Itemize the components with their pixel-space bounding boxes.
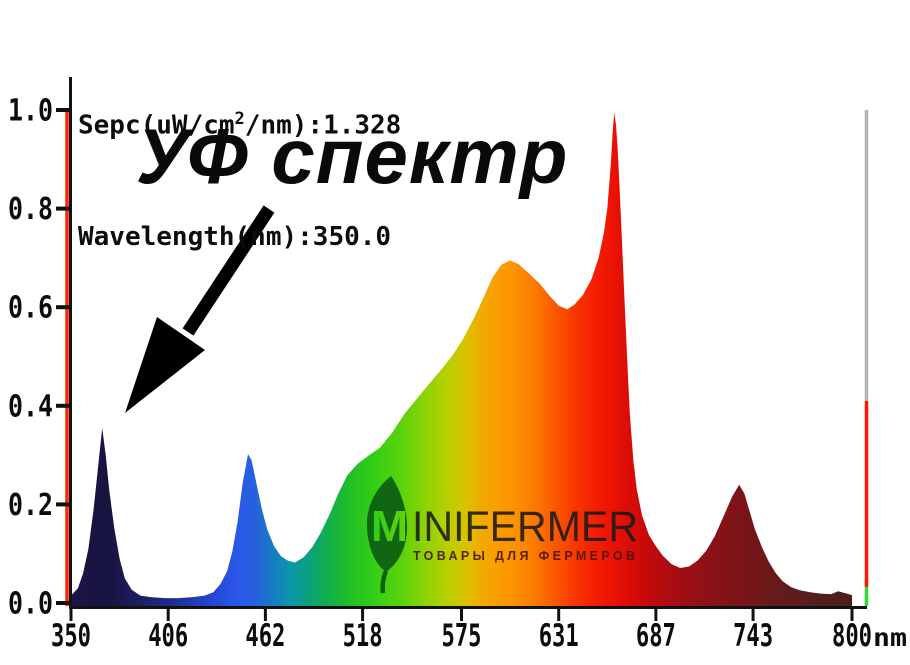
y-tick-label: 1.0	[8, 94, 53, 129]
x-tick-label: 462	[245, 618, 285, 654]
x-tick-label: 631	[539, 618, 579, 654]
logo-tagline: ТОВАРЫ ДЛЯ ФЕРМЕРОВ	[413, 549, 635, 563]
x-tick-label: 406	[148, 618, 188, 654]
sepc-text-post: /nm):1.328	[244, 110, 402, 141]
sepc-readout: Sepc(uW/cm2/nm):1.328	[78, 101, 401, 145]
logo-name: INIFERMER	[412, 503, 638, 551]
y-tick-label: 0.0	[8, 587, 53, 622]
uv-spectrum-label: УФ спектр	[136, 112, 569, 200]
spectrum-area	[71, 112, 852, 606]
x-tick-label: 518	[343, 618, 383, 654]
x-tick-label: 743	[733, 618, 773, 654]
arrow-head	[125, 317, 205, 413]
measurement-readout: Sepc(uW/cm2/nm):1.328 Wavelength(nm):350…	[78, 27, 401, 330]
y-tick-label: 0.4	[8, 389, 53, 424]
y-tick-label: 0.8	[8, 192, 53, 227]
arrow-shaft	[182, 205, 275, 336]
x-axis-unit-label: nm	[873, 623, 907, 652]
sepc-superscript: 2	[234, 109, 245, 129]
x-tick-label: 575	[442, 618, 482, 654]
y-tick-label: 0.2	[8, 488, 53, 523]
leaf-icon	[366, 476, 408, 572]
logo-watermark: M INIFERMER ТОВАРЫ ДЛЯ ФЕРМЕРОВ	[366, 476, 638, 594]
x-tick-label: 687	[636, 618, 676, 654]
marker-lines	[65, 110, 869, 606]
x-tick-label: 350	[51, 618, 91, 654]
wavelength-readout: Wavelength(nm):350.0	[78, 221, 392, 252]
sepc-text-pre: Sepc(uW/cm	[78, 110, 235, 141]
leaf-stem	[380, 570, 389, 594]
y-tick-label: 0.6	[8, 291, 53, 326]
x-tick-label: 800	[832, 618, 872, 654]
uv-annotation-arrow	[125, 205, 275, 413]
